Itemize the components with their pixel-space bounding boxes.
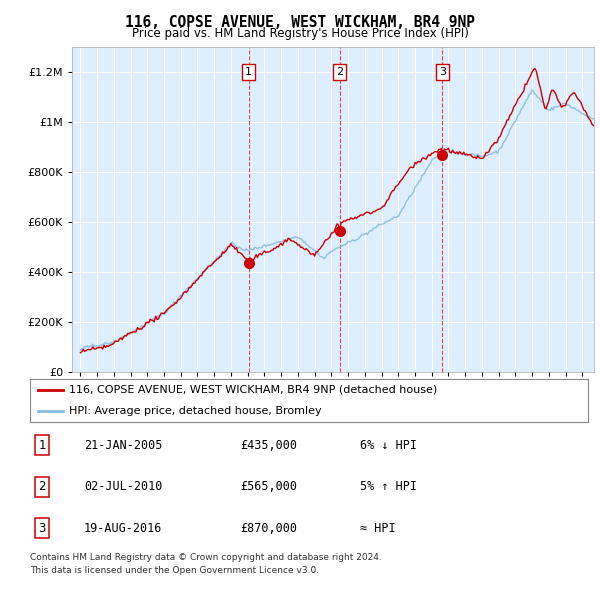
Text: Price paid vs. HM Land Registry's House Price Index (HPI): Price paid vs. HM Land Registry's House … [131,27,469,40]
Text: £870,000: £870,000 [240,522,297,535]
Text: ≈ HPI: ≈ HPI [360,522,395,535]
Text: 1: 1 [38,439,46,452]
Text: £565,000: £565,000 [240,480,297,493]
Text: 1: 1 [245,67,252,77]
Text: 116, COPSE AVENUE, WEST WICKHAM, BR4 9NP (detached house): 116, COPSE AVENUE, WEST WICKHAM, BR4 9NP… [69,385,437,395]
Text: 2: 2 [38,480,46,493]
Text: 3: 3 [38,522,46,535]
Text: 2: 2 [336,67,343,77]
Text: 3: 3 [439,67,446,77]
Text: 19-AUG-2016: 19-AUG-2016 [84,522,163,535]
Text: 21-JAN-2005: 21-JAN-2005 [84,439,163,452]
Text: This data is licensed under the Open Government Licence v3.0.: This data is licensed under the Open Gov… [30,566,319,575]
Text: 116, COPSE AVENUE, WEST WICKHAM, BR4 9NP: 116, COPSE AVENUE, WEST WICKHAM, BR4 9NP [125,15,475,30]
Text: £435,000: £435,000 [240,439,297,452]
Text: 5% ↑ HPI: 5% ↑ HPI [360,480,417,493]
Text: Contains HM Land Registry data © Crown copyright and database right 2024.: Contains HM Land Registry data © Crown c… [30,553,382,562]
Text: 02-JUL-2010: 02-JUL-2010 [84,480,163,493]
Text: 6% ↓ HPI: 6% ↓ HPI [360,439,417,452]
Text: HPI: Average price, detached house, Bromley: HPI: Average price, detached house, Brom… [69,407,322,416]
